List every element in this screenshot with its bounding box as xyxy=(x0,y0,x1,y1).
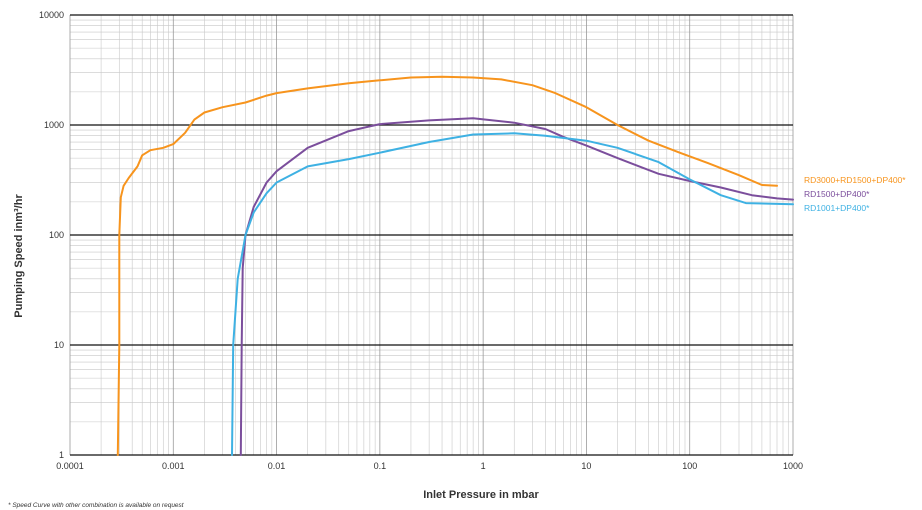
tick-labels: 0.0001 0.001 0.01 0.1 1 10 100 1000 1 10 100 1000 10… xyxy=(39,10,803,471)
x-tick-label: 10 xyxy=(581,461,591,471)
series-line-2 xyxy=(239,117,794,456)
series-line-1 xyxy=(116,75,778,456)
legend: RD3000+RD1500+DP400* RD1500+DP400* RD1001+… xyxy=(804,175,906,213)
x-tick-label: 0.0001 xyxy=(56,461,84,471)
x-tick-label: 0.1 xyxy=(374,461,387,471)
y-axis-title: Pumping Speed inm³/hr xyxy=(13,194,25,318)
series-line-3 xyxy=(231,132,794,456)
y-tick-label: 1 xyxy=(59,450,64,460)
y-tick-label: 1000 xyxy=(44,120,64,130)
x-tick-label: 100 xyxy=(682,461,697,471)
legend-label-3: RD1001+DP400* xyxy=(804,203,870,213)
footnote: * Speed Curve with other combination is … xyxy=(8,502,185,509)
x-tick-label: 1 xyxy=(481,461,486,471)
y-tick-label: 100 xyxy=(49,230,64,240)
x-tick-label: 0.01 xyxy=(268,461,286,471)
y-tick-label: 10 xyxy=(54,340,64,350)
x-tick-label: 0.001 xyxy=(162,461,185,471)
series-layer xyxy=(116,75,794,456)
legend-label-2: RD1500+DP400* xyxy=(804,189,870,199)
grid xyxy=(69,14,794,456)
legend-label-1: RD3000+RD1500+DP400* xyxy=(804,175,906,185)
x-tick-label: 1000 xyxy=(783,461,803,471)
y-tick-label: 10000 xyxy=(39,10,64,20)
x-axis-title: Inlet Pressure in mbar xyxy=(423,489,539,501)
